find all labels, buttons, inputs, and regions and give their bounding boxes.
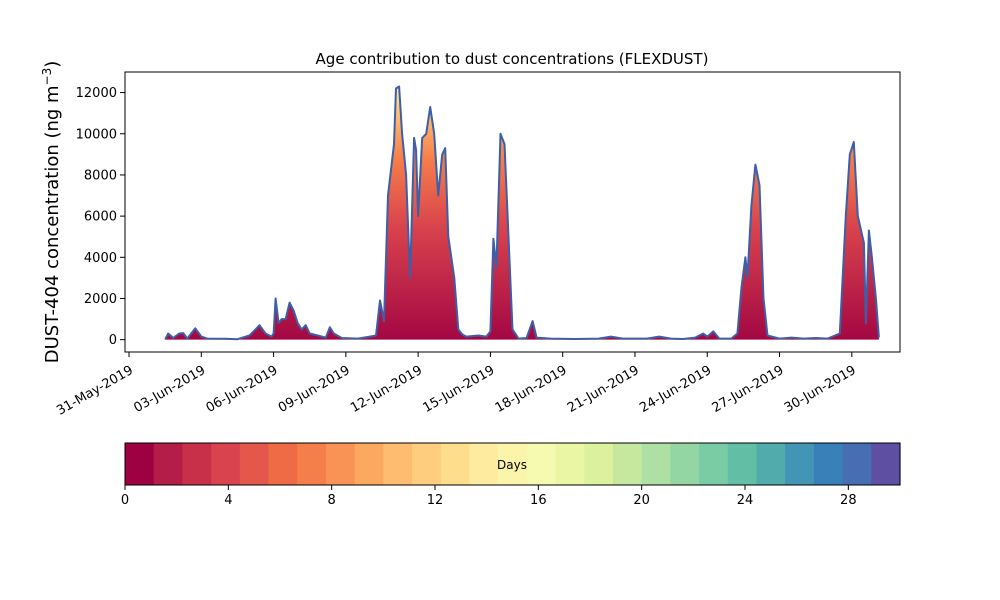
- x-tick-label: 31-May-2019: [54, 363, 136, 419]
- colorbar-frame: [124, 442, 901, 486]
- colorbar-swatch: [125, 443, 155, 485]
- colorbar-swatch: [526, 443, 557, 485]
- x-tick-label: 06-Jun-2019: [204, 363, 281, 416]
- colorbar-swatch: [555, 443, 585, 485]
- colorbar-swatch: [785, 443, 815, 485]
- colorbar-swatch: [756, 443, 786, 485]
- age-stacked-area: [165, 86, 879, 340]
- y-tick-label: 12000: [76, 86, 117, 101]
- colorbar-swatch: [641, 443, 671, 485]
- colorbar-swatch: [612, 443, 643, 485]
- x-tick-label: 27-Jun-2019: [710, 363, 787, 416]
- colorbar-swatch: [325, 443, 356, 485]
- colorbar-label: Days: [497, 458, 527, 472]
- y-axis-label-close: ): [42, 61, 63, 68]
- colorbar-swatch: [871, 443, 901, 485]
- colorbar-swatch: [699, 443, 729, 485]
- colorbar-tick-label: 12: [427, 493, 444, 508]
- x-tick-label: 12-Jun-2019: [348, 363, 425, 416]
- y-tick-label: 2000: [84, 292, 117, 307]
- x-axis: 31-May-201903-Jun-201906-Jun-201909-Jun-…: [54, 352, 859, 419]
- colorbar-tick-label: 16: [530, 493, 547, 508]
- y-tick-label: 8000: [84, 168, 117, 183]
- plot-area: [164, 85, 880, 341]
- colorbar-swatch: [412, 443, 442, 485]
- colorbar-swatch: [498, 443, 528, 485]
- colorbar-tick-label: 8: [328, 493, 336, 508]
- colorbar-swatch: [153, 443, 183, 485]
- colorbar-swatch: [469, 443, 499, 485]
- colorbar-swatch: [268, 443, 298, 485]
- colorbar-swatch: [383, 443, 413, 485]
- colorbar-tick-label: 4: [224, 493, 232, 508]
- x-tick-label: 03-Jun-2019: [131, 363, 208, 416]
- plot-frame: [124, 71, 901, 353]
- colorbar-swatch: [813, 443, 844, 485]
- chart-title: Age contribution to dust concentrations …: [316, 50, 709, 68]
- y-axis-label: DUST-404 concentration (ng m−3): [40, 61, 63, 364]
- y-tick-label: 0: [109, 333, 117, 348]
- colorbar-tick-label: 28: [840, 493, 857, 508]
- x-tick-label: 09-Jun-2019: [276, 363, 353, 416]
- x-tick-label: 21-Jun-2019: [565, 363, 642, 416]
- colorbar-swatch: [182, 443, 212, 485]
- colorbar: 0 4 8 12 16 20 24 28: [121, 442, 901, 508]
- colorbar-swatch: [842, 443, 872, 485]
- y-axis: 0 2000 4000 6000 8000 10000 12000: [76, 86, 125, 348]
- colorbar-swatch: [354, 443, 384, 485]
- colorbar-swatch: [211, 443, 241, 485]
- x-tick-label: 18-Jun-2019: [493, 363, 570, 416]
- y-tick-label: 6000: [84, 210, 117, 225]
- colorbar-swatch: [670, 443, 700, 485]
- colorbar-swatch: [239, 443, 270, 485]
- y-tick-label: 4000: [84, 251, 117, 266]
- y-axis-label-unit-exponent: −3: [40, 68, 54, 86]
- colorbar-tick-label: 24: [737, 493, 754, 508]
- colorbar-tick-label: 0: [121, 493, 129, 508]
- y-axis-label-main: DUST-404 concentration (ng m: [42, 85, 63, 363]
- y-tick-label: 10000: [76, 127, 117, 142]
- total-concentration-line: [164, 85, 880, 341]
- x-tick-label: 15-Jun-2019: [420, 363, 497, 416]
- colorbar-tick-label: 20: [633, 493, 650, 508]
- x-tick-label: 30-Jun-2019: [782, 363, 859, 416]
- x-tick-label: 24-Jun-2019: [637, 363, 714, 416]
- colorbar-swatch: [727, 443, 758, 485]
- colorbar-swatch: [440, 443, 471, 485]
- colorbar-swatch: [584, 443, 614, 485]
- colorbar-swatch: [297, 443, 327, 485]
